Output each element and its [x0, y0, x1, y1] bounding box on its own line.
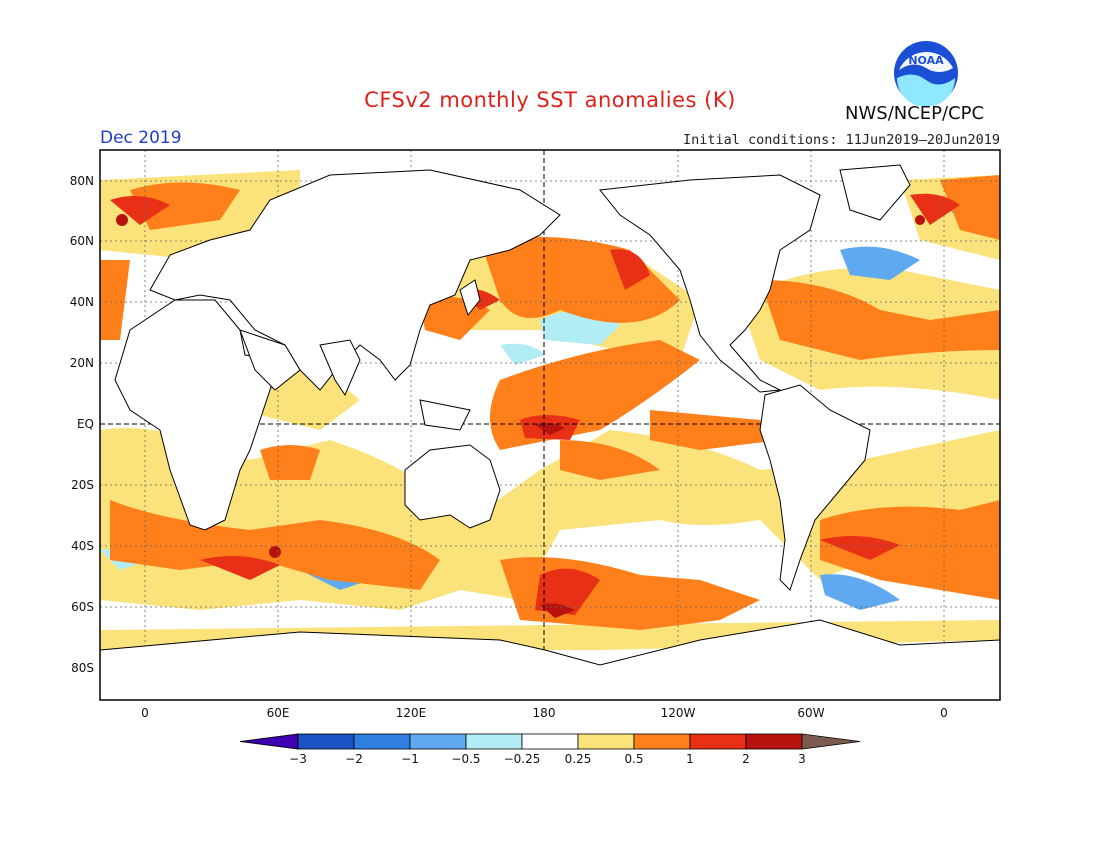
colorbar-arrow-high — [801, 733, 861, 750]
colorbar-tick-label: 1 — [686, 752, 694, 766]
lat-label: 60N — [70, 234, 94, 248]
colorbar-tick-label: 2 — [742, 752, 750, 766]
colorbar-segment — [465, 733, 523, 750]
map-canvas — [100, 150, 1000, 700]
lon-label: 0 — [940, 706, 948, 720]
equator-dateline — [100, 150, 1000, 700]
colorbar-tick-label: 3 — [798, 752, 806, 766]
colorbar-segment — [745, 733, 803, 750]
colorbar-tick-label: −2 — [345, 752, 363, 766]
lon-label: 0 — [141, 706, 149, 720]
lon-label: 60W — [797, 706, 824, 720]
colorbar-tick-label: 0.25 — [565, 752, 592, 766]
lat-label: 80N — [70, 174, 94, 188]
lat-label: EQ — [77, 417, 94, 431]
lat-label: 40S — [71, 539, 94, 553]
colorbar-segment — [353, 733, 411, 750]
latitude-labels: 80N 60N 40N 20N EQ 20S 40S 60S 80S — [70, 174, 94, 675]
colorbar-segment — [297, 733, 355, 750]
lon-label: 180 — [533, 706, 556, 720]
longitude-labels: 0 60E 120E 180 120W 60W 0 — [141, 706, 948, 720]
colorbar-tick-label: −1 — [401, 752, 419, 766]
map-frame — [99, 149, 1001, 701]
coastlines — [100, 164, 1000, 700]
lat-label: 60S — [71, 600, 94, 614]
initial-conditions-label: Initial conditions: 11Jun2019–20Jun2019 — [683, 132, 1000, 148]
colorbar-arrow-low — [239, 733, 299, 750]
anomaly-field-strong-positive — [110, 193, 960, 615]
lon-label: 120W — [661, 706, 696, 720]
colorbar-tick-label: 0.5 — [624, 752, 643, 766]
lat-label: 20S — [71, 478, 94, 492]
agency-label: NWS/NCEP/CPC — [845, 103, 985, 124]
colorbar-tick-label: −0.25 — [504, 752, 541, 766]
noaa-logo-text: NOAA — [908, 54, 944, 67]
valid-month-label: Dec 2019 — [100, 128, 182, 148]
colorbar-segment — [633, 733, 691, 750]
colorbar-tick-label: −0.5 — [451, 752, 480, 766]
noaa-logo: NOAA — [894, 41, 958, 106]
colorbar-segment — [689, 733, 747, 750]
colorbar-segment — [521, 733, 579, 750]
map-title: CFSv2 monthly SST anomalies (K) — [364, 88, 736, 112]
colorbar-tick-label: −3 — [289, 752, 307, 766]
lat-label: 80S — [71, 661, 94, 675]
colorbar-segment — [409, 733, 467, 750]
lat-label: 20N — [70, 356, 94, 370]
colorbar: −3 −2 −1 −0.5 −0.25 0.25 0.5 1 2 3 — [239, 733, 861, 766]
lon-label: 60E — [267, 706, 290, 720]
lon-label: 120E — [396, 706, 427, 720]
colorbar-segment — [577, 733, 635, 750]
lat-label: 40N — [70, 295, 94, 309]
